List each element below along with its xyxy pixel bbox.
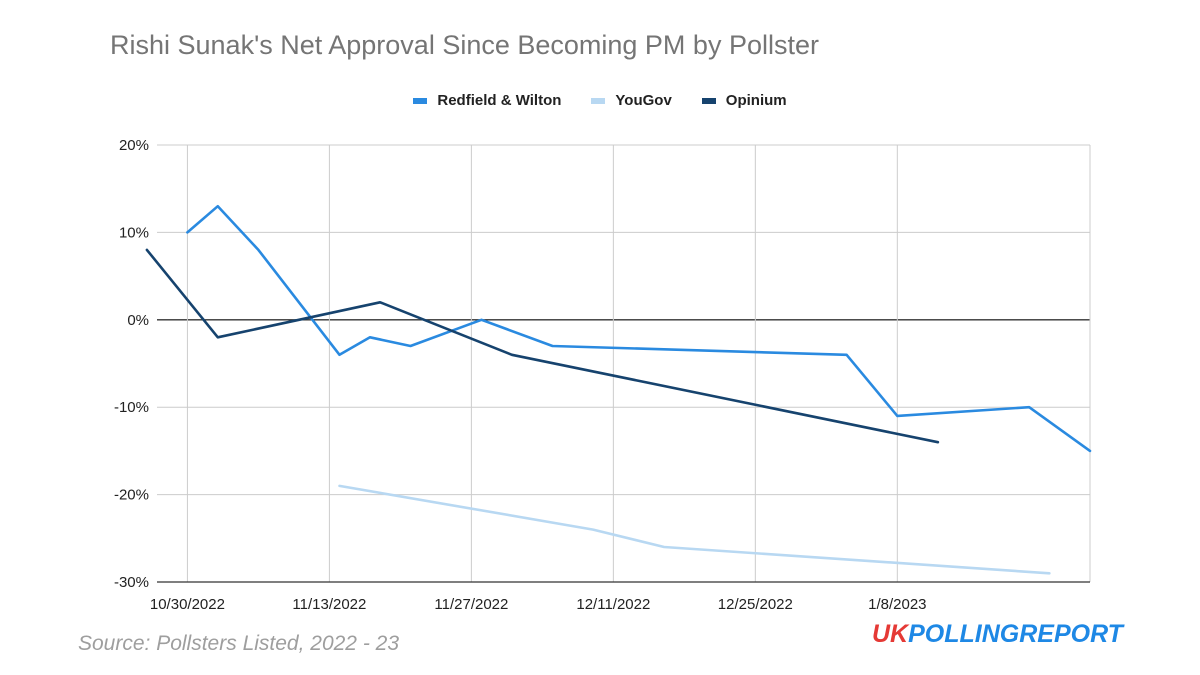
x-tick-label: 10/30/2022 — [150, 596, 225, 613]
x-tick-label: 11/27/2022 — [434, 596, 508, 613]
legend-label-opinium: Opinium — [725, 92, 787, 109]
source-note: Source: Pollsters Listed, 2022 - 23 — [78, 632, 400, 655]
y-tick-label: -10% — [114, 399, 149, 416]
legend-item-opinium[interactable]: Opinium — [701, 92, 787, 109]
series-line-yougov — [338, 484, 1051, 575]
chart-title: Rishi Sunak's Net Approval Since Becomin… — [110, 30, 819, 60]
brand-logo: UKPOLLINGREPORT — [872, 620, 1123, 649]
series-line-opinium — [145, 248, 940, 444]
y-tick-label: 10% — [119, 224, 149, 241]
y-tick-label: 0% — [127, 312, 149, 329]
y-tick-label: 20% — [119, 137, 149, 154]
legend-item-yougov[interactable]: YouGov — [591, 92, 672, 109]
x-tick-label: 12/11/2022 — [576, 596, 650, 613]
legend-item-redfield-wilton[interactable]: Redfield & Wilton — [413, 92, 561, 109]
legend-swatch-opinium — [701, 97, 716, 104]
x-tick-label: 1/8/2023 — [868, 596, 926, 613]
legend-swatch-yougov — [591, 97, 606, 104]
brand-logo-rest: POLLINGREPORT — [908, 620, 1123, 648]
y-tick-label: -30% — [114, 574, 149, 591]
legend-label-yougov: YouGov — [615, 92, 672, 109]
y-tick-label: -20% — [114, 487, 149, 504]
x-tick-label: 11/13/2022 — [292, 596, 366, 613]
x-tick-label: 12/25/2022 — [718, 596, 793, 613]
legend-label-redfield-wilton: Redfield & Wilton — [437, 92, 562, 109]
series-line-redfield-wilton — [186, 204, 1092, 453]
legend-swatch-redfield-wilton — [413, 97, 428, 104]
brand-logo-uk: UK — [872, 620, 909, 648]
chart-legend: Redfield & Wilton YouGov Opinium — [0, 92, 1200, 109]
